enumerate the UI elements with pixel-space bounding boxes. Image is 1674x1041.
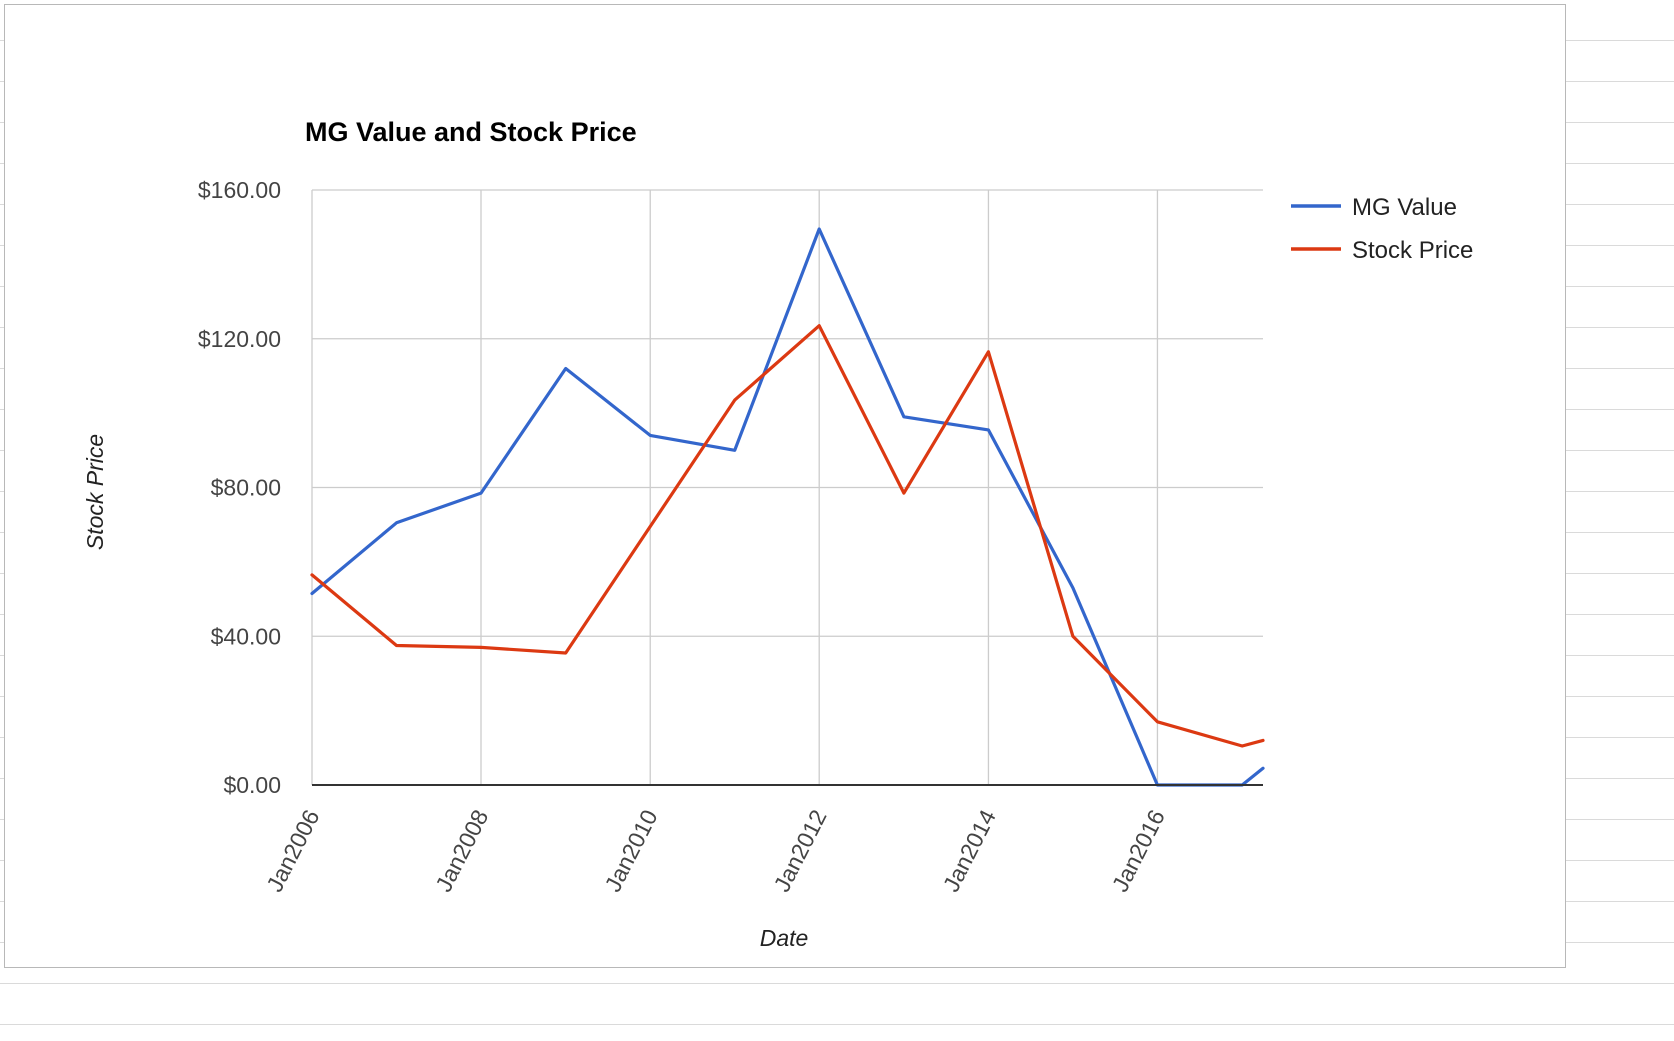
legend-label: Stock Price [1352,237,1473,264]
legend-label: MG Value [1352,194,1457,221]
y-tick-label: $0.00 [223,772,281,798]
y-tick-label: $160.00 [198,177,281,203]
series-line-mg-value [310,227,1265,787]
legend-item[interactable]: Stock Price [1291,237,1473,264]
legend[interactable]: MG Value Stock Price [1291,194,1473,264]
y-axis-title: Stock Price [82,434,108,550]
x-tick-label: Jan2012 [768,805,831,895]
x-tick-label: Jan2008 [430,805,493,895]
x-axis-title: Date [760,925,809,951]
series-line-stock-price [310,324,1265,748]
x-tick-label: Jan2006 [261,805,324,895]
x-tick-label: Jan2014 [938,805,1001,896]
y-tick-label: $120.00 [198,326,281,352]
axes: $0.00 $40.00 $80.00 $120.00 $160.00 Jan2006 Ja… [198,177,1263,896]
x-tick-label: Jan2016 [1107,805,1170,895]
chart-container[interactable]: MG Value and Stock Price $0.00 $40.00 $80.… [4,4,1566,968]
chart-canvas: MG Value and Stock Price $0.00 $40.00 $80.… [82,117,1473,951]
series-lines [310,227,1265,787]
x-tick-label: Jan2010 [599,805,662,895]
gridlines [311,189,1263,785]
legend-item[interactable]: MG Value [1291,194,1457,221]
y-tick-label: $40.00 [211,623,281,649]
y-tick-label: $80.00 [211,475,281,501]
chart-title: MG Value and Stock Price [305,117,637,147]
